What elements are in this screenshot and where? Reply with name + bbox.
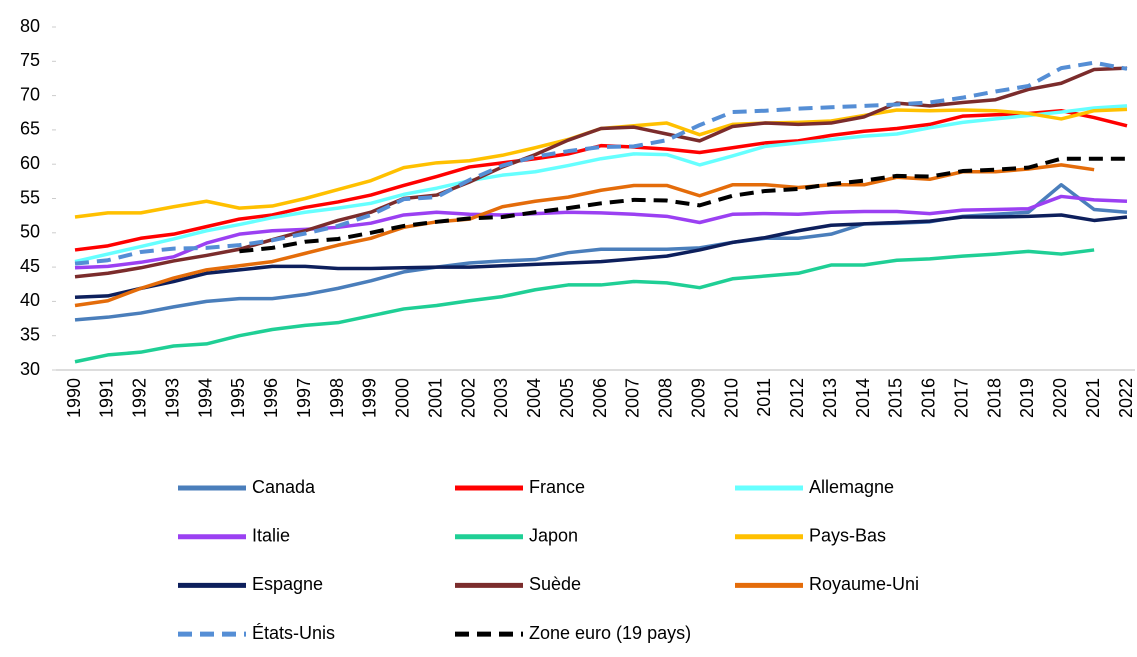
y-tick-label: 65 <box>20 119 40 139</box>
x-tick-label: 2021 <box>1083 378 1103 418</box>
x-tick-label: 2000 <box>393 378 413 418</box>
x-tick-label: 2020 <box>1050 378 1070 418</box>
x-tick-label: 1990 <box>64 378 84 418</box>
x-tick-label: 2001 <box>425 378 445 418</box>
x-tick-label: 2019 <box>1017 378 1037 418</box>
legend-label: Allemagne <box>809 477 894 497</box>
x-tick-label: 2010 <box>721 378 741 418</box>
y-tick-label: 50 <box>20 222 40 242</box>
legend-label: Japon <box>529 525 578 545</box>
series-line <box>74 213 1128 300</box>
x-tick-label: 1999 <box>360 378 380 418</box>
x-tick-label: 2022 <box>1116 378 1136 418</box>
x-tick-label: 2014 <box>853 378 873 418</box>
x-tick-label: 2008 <box>656 378 676 418</box>
x-tick-label: 2003 <box>491 378 511 418</box>
legend-label: Suède <box>529 574 581 594</box>
x-tick-label: 2016 <box>919 378 939 418</box>
x-tick-label: 2002 <box>458 378 478 418</box>
x-tick-label: 2018 <box>984 378 1004 418</box>
series-line <box>74 104 1128 264</box>
y-tick-label: 55 <box>20 187 40 207</box>
series-line <box>74 194 1128 270</box>
y-tick-label: 40 <box>20 290 40 310</box>
legend-label: Italie <box>252 525 290 545</box>
x-tick-label: 2015 <box>886 378 906 418</box>
series-line <box>74 248 1095 364</box>
x-tick-label: 1998 <box>327 378 347 418</box>
series-line <box>74 107 1128 219</box>
series-line <box>239 156 1127 254</box>
x-tick-label: 1994 <box>195 378 215 418</box>
series-line <box>74 163 1095 308</box>
x-tick-label: 2007 <box>623 378 643 418</box>
series-line <box>74 108 1128 252</box>
legend-label: Royaume-Uni <box>809 574 919 594</box>
x-tick-label: 1993 <box>162 378 182 418</box>
legend-label: Espagne <box>252 574 323 594</box>
legend-label: France <box>529 477 585 497</box>
x-tick-label: 1992 <box>130 378 150 418</box>
x-tick-label: 2013 <box>820 378 840 418</box>
y-tick-label: 30 <box>20 359 40 379</box>
legend-label: Zone euro (19 pays) <box>529 623 691 643</box>
legend-label: États-Unis <box>252 623 335 643</box>
x-tick-label: 2017 <box>951 378 971 418</box>
y-tick-label: 35 <box>20 324 40 344</box>
y-tick-label: 45 <box>20 256 40 276</box>
x-tick-label: 2005 <box>557 378 577 418</box>
x-tick-label: 2004 <box>524 378 544 418</box>
x-tick-label: 1995 <box>228 378 248 418</box>
x-tick-label: 2011 <box>754 378 774 417</box>
series-line <box>74 60 1128 266</box>
x-tick-label: 1991 <box>97 378 117 418</box>
y-tick-label: 70 <box>20 84 40 104</box>
x-tick-label: 2006 <box>590 378 610 418</box>
y-tick-label: 75 <box>20 50 40 70</box>
x-tick-label: 1997 <box>294 378 314 418</box>
legend-label: Canada <box>252 477 316 497</box>
legend-label: Pays-Bas <box>809 525 886 545</box>
x-tick-label: 2009 <box>688 378 708 418</box>
y-tick-label: 60 <box>20 153 40 173</box>
series-line <box>74 66 1128 279</box>
x-tick-label: 2012 <box>787 378 807 418</box>
x-tick-label: 1996 <box>261 378 281 418</box>
y-tick-label: 80 <box>20 16 40 36</box>
